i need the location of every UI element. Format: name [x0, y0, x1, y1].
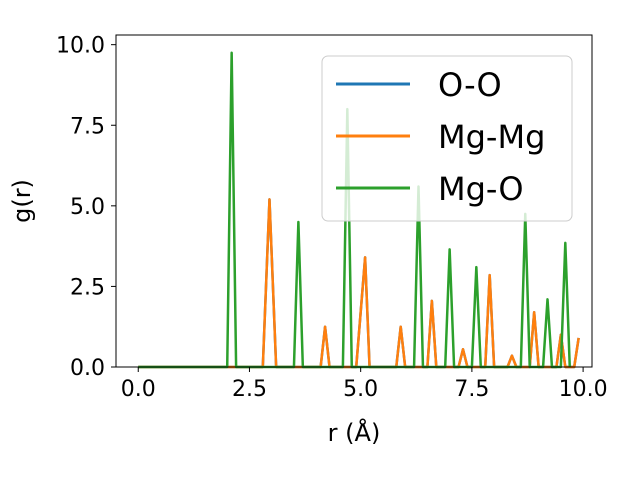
- legend-label-o-o: O-O: [438, 66, 502, 104]
- y-tick-label: 7.5: [70, 114, 105, 139]
- x-tick-label: 7.5: [454, 377, 489, 402]
- x-tick-label: 0.0: [121, 377, 156, 402]
- y-tick-label: 2.5: [70, 275, 105, 300]
- y-tick-label: 0.0: [70, 356, 105, 381]
- y-axis: 0.0 2.5 5.0 7.5 10.0: [56, 34, 116, 381]
- y-axis-label: g(r): [8, 179, 36, 223]
- series-line-mg-o: [138, 51, 572, 369]
- legend-label-mg-mg: Mg-Mg: [438, 118, 545, 156]
- x-tick-label: 5.0: [343, 377, 378, 402]
- y-tick-label: 10.0: [56, 34, 105, 59]
- x-axis-label: r (Å): [328, 418, 381, 447]
- legend-label-mg-o: Mg-O: [438, 170, 524, 208]
- legend: O-O Mg-Mg Mg-O: [321, 55, 573, 222]
- plot-frame: [115, 34, 593, 368]
- legend-box: [321, 55, 573, 222]
- series-line-mg-mg: [138, 198, 580, 369]
- x-tick-label: 10.0: [559, 377, 608, 402]
- x-tick-label: 2.5: [232, 377, 267, 402]
- x-axis: 0.0 2.5 5.0 7.5 10.0: [121, 367, 608, 402]
- y-tick-label: 5.0: [70, 195, 105, 220]
